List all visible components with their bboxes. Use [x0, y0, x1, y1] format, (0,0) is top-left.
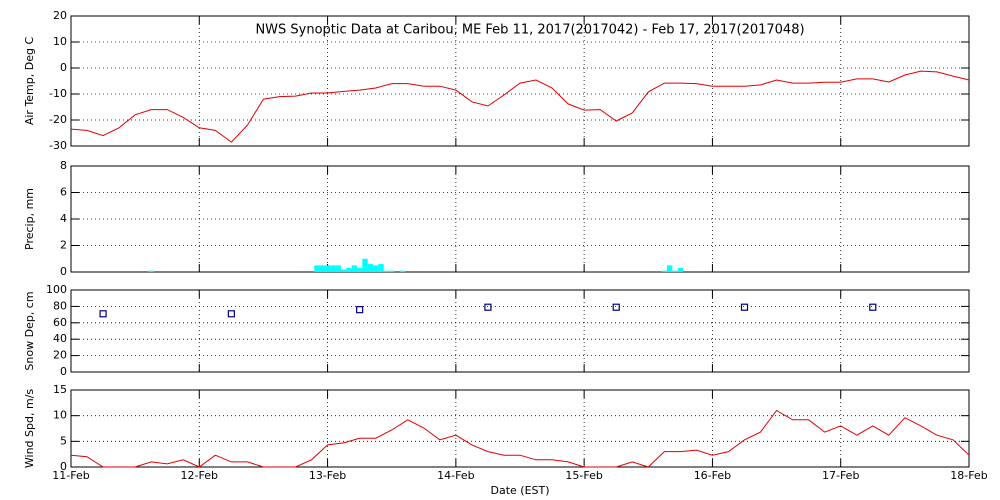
- chart-title: NWS Synoptic Data at Caribou, ME Feb 11,…: [255, 23, 804, 38]
- point: [356, 306, 364, 314]
- x-tick-label: 16-Feb: [694, 469, 731, 482]
- bar: [378, 264, 384, 272]
- y-tick-label: 8: [60, 159, 67, 172]
- x-tick-label: 14-Feb: [437, 469, 474, 482]
- x-tick-label: 13-Feb: [309, 469, 346, 482]
- bar: [340, 269, 347, 272]
- x-tick-label: 12-Feb: [181, 469, 218, 482]
- bar: [661, 270, 667, 272]
- point: [99, 310, 107, 318]
- bar: [389, 270, 395, 272]
- x-tick-label: 18-Feb: [950, 469, 987, 482]
- plot-frame: [70, 165, 970, 273]
- y-tick-label: -20: [49, 113, 67, 126]
- y-tick-label: 60: [53, 316, 67, 329]
- x-tick-label: 17-Feb: [822, 469, 859, 482]
- y-tick-label: 5: [60, 434, 67, 447]
- y-tick-label: -30: [49, 139, 67, 152]
- y-axis-label: Wind Spd, m/s: [23, 389, 36, 469]
- y-tick-label: 15: [53, 383, 67, 396]
- point: [612, 303, 620, 311]
- bar: [314, 265, 320, 272]
- y-tick-label: 0: [60, 460, 67, 473]
- y-tick-label: 6: [60, 186, 67, 199]
- x-tick-label: 11-Feb: [52, 469, 89, 482]
- y-tick-label: 0: [60, 61, 67, 74]
- point: [740, 303, 749, 311]
- bar: [677, 268, 684, 272]
- plot-frame: [70, 15, 970, 147]
- y-tick-label: 20: [53, 9, 67, 22]
- bar: [666, 265, 673, 272]
- y-tick-label: 20: [53, 349, 67, 362]
- y-tick-label: 40: [53, 332, 67, 345]
- y-axis-label: Air Temp, Deg C: [23, 37, 36, 126]
- plot-frame: [70, 289, 970, 373]
- y-tick-label: -10: [49, 87, 67, 100]
- bar: [346, 268, 352, 272]
- y-axis-label: Snow Dep, cm: [23, 291, 36, 370]
- bar: [373, 265, 379, 272]
- point: [227, 310, 235, 318]
- bar: [367, 264, 374, 272]
- bar: [351, 265, 357, 272]
- bar: [356, 268, 363, 272]
- x-axis-label: Date (EST): [490, 484, 549, 497]
- y-tick-label: 4: [60, 212, 67, 225]
- line: [70, 70, 970, 143]
- bar: [330, 265, 336, 272]
- y-tick-label: 2: [60, 239, 67, 252]
- bar: [335, 265, 341, 272]
- y-tick-label: 0: [60, 365, 67, 378]
- y-tick-label: 10: [53, 409, 67, 422]
- point: [484, 303, 492, 311]
- bar: [362, 258, 368, 272]
- line: [70, 409, 970, 468]
- bar: [672, 270, 678, 272]
- bar: [148, 270, 154, 272]
- point: [869, 303, 877, 311]
- bar: [319, 265, 325, 272]
- y-tick-label: 80: [53, 299, 67, 312]
- x-tick-label: 15-Feb: [565, 469, 602, 482]
- y-tick-label: 100: [46, 283, 67, 296]
- plot-frame: [70, 389, 970, 468]
- bar: [383, 270, 390, 272]
- y-axis-label: Precip, mm: [23, 188, 36, 250]
- y-tick-label: 0: [60, 265, 67, 278]
- bar: [399, 270, 406, 272]
- y-tick-label: 10: [53, 35, 67, 48]
- bar: [324, 265, 331, 272]
